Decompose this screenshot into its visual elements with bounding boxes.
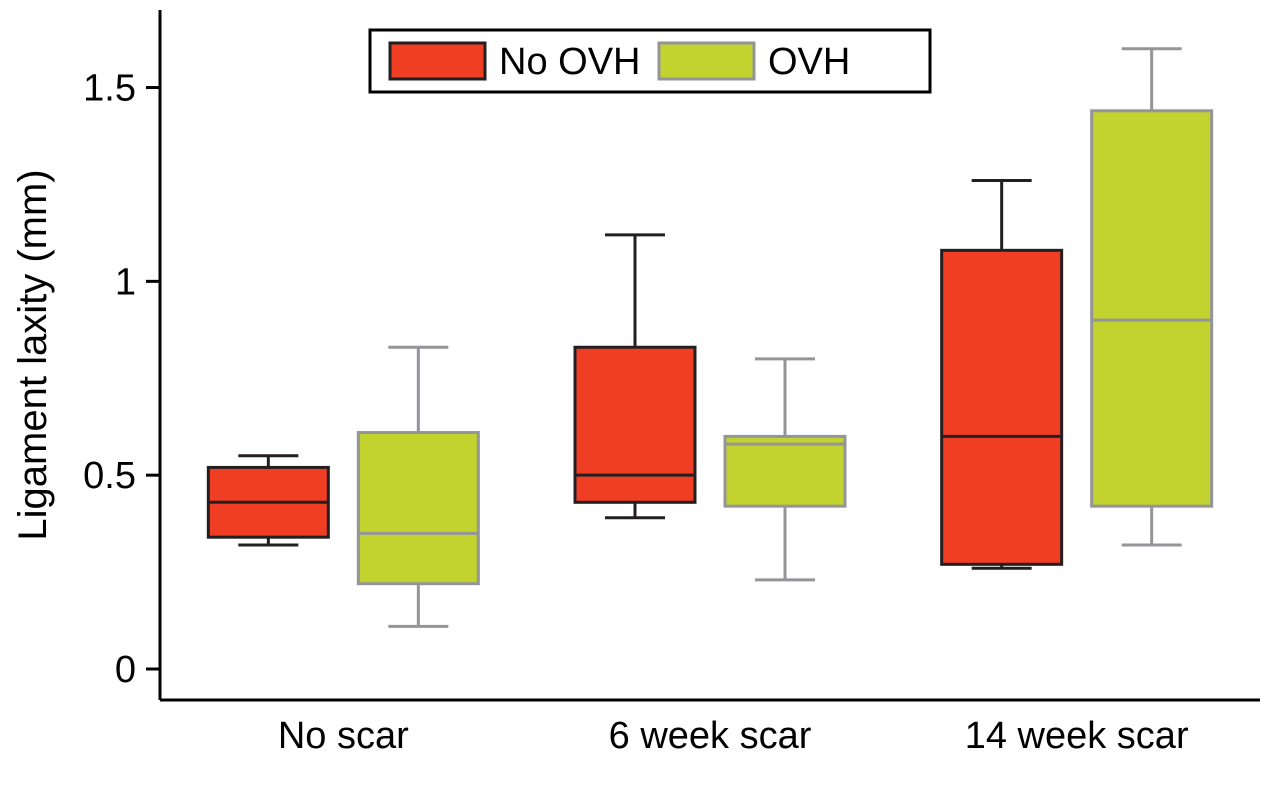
- svg-text:0: 0: [115, 649, 136, 691]
- svg-text:OVH: OVH: [768, 41, 850, 83]
- svg-text:6 week scar: 6 week scar: [609, 715, 812, 757]
- svg-text:1: 1: [115, 261, 136, 303]
- svg-text:No scar: No scar: [278, 715, 409, 757]
- svg-text:Ligament laxity (mm): Ligament laxity (mm): [11, 169, 55, 540]
- svg-text:14 week scar: 14 week scar: [965, 715, 1189, 757]
- chart-svg: 0 0.5 1 1.5 Ligament laxity (mm) No scar 6 wee…: [0, 0, 1280, 785]
- svg-text:1.5: 1.5: [83, 68, 136, 110]
- svg-text:No OVH: No OVH: [499, 41, 640, 83]
- svg-text:0.5: 0.5: [83, 455, 136, 497]
- boxplot-chart: 0 0.5 1 1.5 Ligament laxity (mm) No scar 6 wee…: [0, 0, 1280, 785]
